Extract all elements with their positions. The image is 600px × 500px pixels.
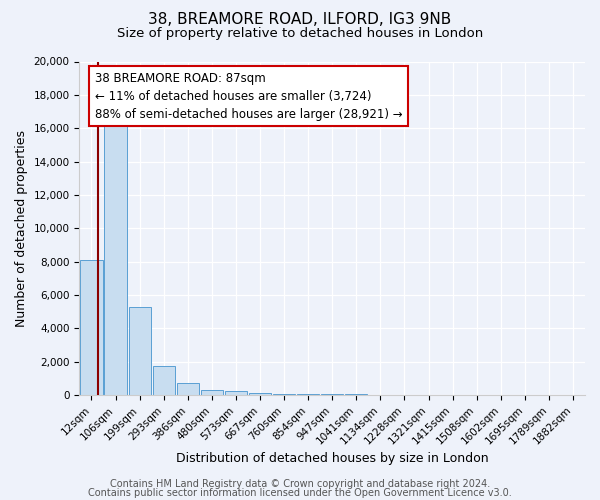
Bar xyxy=(249,392,271,395)
Text: Size of property relative to detached houses in London: Size of property relative to detached ho… xyxy=(117,28,483,40)
Text: Contains HM Land Registry data © Crown copyright and database right 2024.: Contains HM Land Registry data © Crown c… xyxy=(110,479,490,489)
Bar xyxy=(369,394,391,395)
Bar xyxy=(297,394,319,395)
Text: Contains public sector information licensed under the Open Government Licence v3: Contains public sector information licen… xyxy=(88,488,512,498)
Text: 38 BREAMORE ROAD: 87sqm
← 11% of detached houses are smaller (3,724)
88% of semi: 38 BREAMORE ROAD: 87sqm ← 11% of detache… xyxy=(95,72,402,120)
Bar xyxy=(104,120,127,395)
Bar xyxy=(345,394,367,395)
Bar xyxy=(128,307,151,395)
Bar xyxy=(201,390,223,395)
Y-axis label: Number of detached properties: Number of detached properties xyxy=(15,130,28,327)
Bar xyxy=(273,394,295,395)
Bar xyxy=(321,394,343,395)
Bar xyxy=(225,392,247,395)
Bar xyxy=(176,382,199,395)
Text: 38, BREAMORE ROAD, ILFORD, IG3 9NB: 38, BREAMORE ROAD, ILFORD, IG3 9NB xyxy=(148,12,452,28)
Bar xyxy=(80,260,103,395)
X-axis label: Distribution of detached houses by size in London: Distribution of detached houses by size … xyxy=(176,452,488,465)
Bar xyxy=(152,366,175,395)
